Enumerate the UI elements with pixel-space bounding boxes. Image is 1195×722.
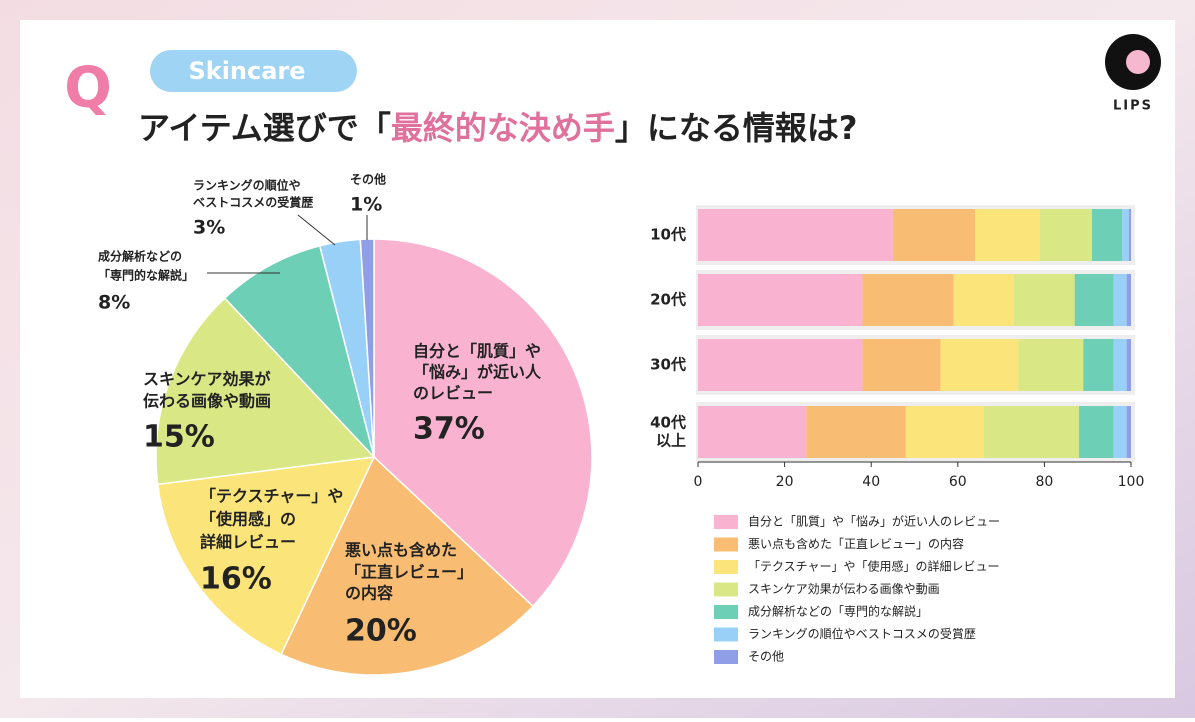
bar-segment [1074,274,1114,326]
slice-value: 16% [200,562,272,597]
y-tick-label: 20代 [650,291,686,309]
slice-value: 3% [193,217,225,239]
bar-segment [892,209,976,261]
slice-label: 「悩み」が近い人 [413,363,542,382]
legend-swatch [714,515,738,529]
y-tick-label: 30代 [650,356,686,374]
slice-value: 8% [98,292,130,314]
slice-label: 「テクスチャー」や [200,487,343,506]
legend-label: 成分解析などの「専門的な解説」 [748,604,928,619]
bar-segment [1092,209,1123,261]
x-tick-label: 60 [949,474,967,490]
title-highlight: 最終的な決め手 [391,109,615,147]
bar-segment [1126,274,1131,326]
title-part: 「 [359,109,391,147]
leader-line [297,214,336,246]
pie-slice [223,244,375,458]
slice-value: 1% [350,194,382,216]
bar-segment [1128,209,1131,261]
slice-label: 自分と「肌質」や [413,342,541,361]
x-tick-label: 20 [776,474,794,490]
bar-segment [1122,209,1129,261]
bar-segment [975,209,1041,261]
legend-label: 自分と「肌質」や「悩み」が近い人のレビュー [748,514,1000,529]
legend-label: 悪い点も含めた「正直レビュー」の内容 [748,536,964,551]
slice-value: 15% [143,420,215,455]
legend-label: スキンケア効果が伝わる画像や動画 [748,581,940,596]
bar-segment [1126,339,1131,391]
slice-label: 「使用感」の [200,510,296,529]
slice-label: 伝わる画像や動画 [143,392,271,411]
pie-slice [280,455,534,676]
slice-label: ベストコスメの受賞歴 [193,195,313,210]
legend-swatch [714,627,738,642]
legend-swatch [714,650,738,664]
slice-label: スキンケア効果が [143,370,271,389]
bar-segment [806,406,906,458]
title-part: になる情報は? [647,109,858,147]
x-tick-label: 80 [1035,474,1053,490]
y-tick-label: 10代 [650,226,686,244]
tag-box [150,50,357,92]
slice-label: ランキングの順位や [193,178,301,193]
bar-segment [1113,339,1127,391]
title-part: アイテム選びで [138,109,359,147]
legend-label: ランキングの順位やベストコスメの受賞歴 [748,626,976,641]
slice-label: 詳細レビュー [200,533,296,552]
title-part: 」 [615,109,647,147]
bar-segment [698,274,863,326]
tag: Skincare [188,57,305,85]
x-tick-label: 0 [694,474,703,490]
x-tick-label: 40 [862,474,880,490]
legend-swatch [714,582,738,597]
bar-segment [983,406,1080,458]
pie-slice [373,238,593,608]
bar-segment [905,406,984,458]
bar-segment [1113,274,1127,326]
bar-segment [698,339,863,391]
slice-value: 37% [413,412,485,447]
slice-label: 「専門的な解説」 [98,268,194,283]
slice-label: 悪い点も含めた [345,541,457,560]
slice-label: 成分解析などの [98,249,182,264]
bar-segment [1040,209,1093,261]
legend-label: その他 [748,650,784,664]
bar-segment [698,209,893,261]
pie-slice [155,297,376,486]
bar-segment [1126,406,1131,458]
bar-segment [862,274,954,326]
y-tick-label: 40代 [650,414,686,432]
y-tick-label: 以上 [656,432,686,450]
bar-segment [1014,274,1075,326]
legend-swatch [714,537,738,552]
bar-segment [940,339,1019,391]
slice-label: の内容 [345,584,393,603]
slice-label: その他 [350,172,386,187]
bar-segment [953,274,1015,326]
bar-segment [698,406,807,458]
title: アイテム選びで「最終的な決め手」になる情報は? [138,109,857,147]
x-tick-label: 100 [1118,474,1145,490]
legend-label: 「テクスチャー」や「使用感」の詳細レビュー [748,559,1000,574]
slice-label: 「正直レビュー」 [345,563,473,582]
pie-slice [156,456,376,656]
logo-mark-inner [1126,50,1150,74]
bar-segment [1083,339,1114,391]
legend-swatch [714,605,738,619]
legend-swatch [714,560,738,574]
q-icon: Q [64,56,112,121]
logo-text: LIPS [1113,99,1153,114]
bar-segment [862,339,941,391]
bar-segment [1079,406,1114,458]
slice-label: のレビュー [413,384,493,403]
slice-value: 20% [345,614,417,649]
bar-segment [1113,406,1127,458]
bar-segment [1018,339,1084,391]
